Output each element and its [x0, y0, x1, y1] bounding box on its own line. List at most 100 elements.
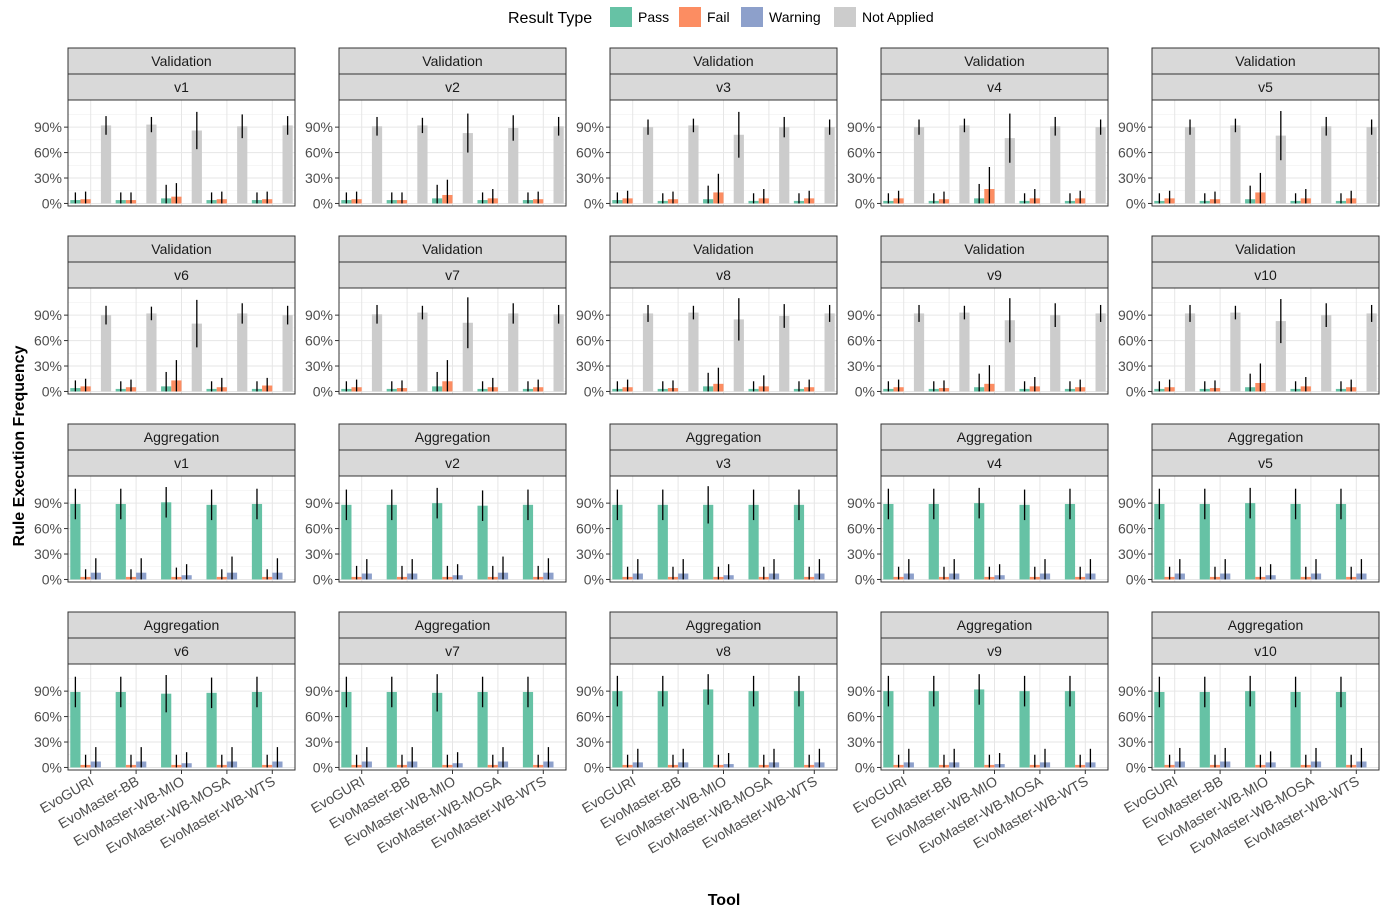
bar — [974, 689, 985, 768]
y-tick-label: 60% — [576, 145, 604, 161]
bar — [779, 127, 790, 204]
facet-panel: Validation v1 0% 30% 60% 90% — [34, 47, 296, 211]
facet-strip-row — [609, 611, 838, 639]
bar — [417, 125, 428, 204]
bar — [748, 504, 759, 580]
y-tick-label: 30% — [576, 358, 604, 374]
facet-panel: Validation v9 0% 30% 60% 90% — [847, 235, 1109, 399]
facet-strip-col-label: v4 — [987, 455, 1002, 471]
bar — [642, 127, 654, 204]
y-tick-label: 30% — [576, 546, 604, 562]
bar — [146, 124, 157, 204]
bar — [1050, 315, 1061, 392]
facet-strip-row — [67, 47, 296, 75]
y-tick-label: 0% — [1126, 571, 1146, 587]
legend-label-warning: Warning — [769, 9, 821, 25]
bar — [1154, 503, 1165, 580]
y-tick-label: 90% — [1118, 495, 1146, 511]
legend-swatch-not-applied — [834, 7, 856, 27]
bar — [100, 315, 112, 392]
bar — [432, 503, 443, 580]
y-tick-label: 60% — [1118, 145, 1146, 161]
facet-strip-col — [67, 449, 296, 477]
panel-border — [338, 475, 567, 583]
bar — [1004, 320, 1015, 392]
y-tick-label: 30% — [1118, 734, 1146, 750]
bar — [115, 691, 126, 768]
bar — [553, 314, 564, 392]
y-tick-label: 60% — [1118, 709, 1146, 725]
y-tick-label: 90% — [34, 495, 62, 511]
facet-strip-row-label: Validation — [964, 241, 1024, 257]
y-tick-label: 0% — [584, 195, 604, 211]
facet-strip-col — [67, 73, 296, 101]
bar — [1321, 315, 1332, 392]
facet-strip-row-label: Validation — [1235, 241, 1295, 257]
bar — [462, 133, 473, 204]
bar — [1366, 127, 1377, 204]
facet-strip-col — [1151, 261, 1380, 289]
y-tick-label: 60% — [305, 521, 333, 537]
facet-strip-row — [609, 47, 838, 75]
legend-swatch-pass — [610, 7, 632, 27]
facet-strip-row-label: Validation — [151, 241, 211, 257]
bar — [1019, 504, 1030, 580]
bar — [793, 504, 805, 580]
facet-strip-row — [338, 235, 567, 263]
facet-strip-row — [609, 423, 838, 451]
bar — [703, 504, 714, 580]
y-tick-label: 90% — [847, 495, 875, 511]
facet-strip-row — [338, 423, 567, 451]
bar — [1004, 138, 1015, 204]
y-tick-label: 0% — [42, 383, 62, 399]
facet-strip-col-label: v9 — [987, 267, 1002, 283]
y-tick-label: 0% — [855, 571, 875, 587]
facet-strip-row — [1151, 47, 1380, 75]
facet-strip-col-label: v5 — [1258, 79, 1273, 95]
bar — [282, 315, 293, 392]
bar — [191, 130, 202, 204]
y-tick-label: 0% — [584, 383, 604, 399]
facet-strip-col-label: v3 — [716, 79, 731, 95]
bar — [733, 134, 744, 204]
facet-strip-col-label: v2 — [445, 455, 460, 471]
y-tick-label: 60% — [847, 521, 875, 537]
bar — [703, 689, 714, 768]
facet-strip-row-label: Validation — [422, 241, 482, 257]
bar — [1199, 691, 1210, 768]
bar — [913, 127, 925, 204]
y-tick-label: 60% — [34, 145, 62, 161]
bar — [522, 504, 534, 580]
bar — [824, 313, 835, 392]
facet-strip-col-label: v7 — [445, 643, 460, 659]
bar — [70, 503, 81, 580]
bar — [386, 691, 397, 768]
panel-border — [1151, 475, 1380, 583]
y-tick-label: 90% — [305, 119, 333, 135]
y-tick-label: 60% — [305, 709, 333, 725]
bar — [1230, 125, 1241, 204]
y-tick-label: 0% — [855, 195, 875, 211]
bar — [959, 312, 970, 392]
y-tick-label: 30% — [576, 734, 604, 750]
facet-strip-row-label: Aggregation — [415, 617, 491, 633]
facet-strip-col — [880, 449, 1109, 477]
y-tick-label: 0% — [313, 759, 333, 775]
facet-strip-row-label: Aggregation — [1228, 429, 1304, 445]
facet-panel: Aggregation v3 0% 30% 60% 90% — [576, 423, 838, 587]
y-tick-label: 60% — [34, 709, 62, 725]
y-tick-label: 90% — [1118, 307, 1146, 323]
bar — [733, 319, 744, 392]
bar — [386, 504, 397, 580]
y-tick-label: 30% — [34, 734, 62, 750]
y-tick-label: 90% — [34, 119, 62, 135]
facet-panels: Validation v1 0% 30% 60% 90% Validation v2 0% 30%… — [34, 47, 1380, 857]
facet-strip-row — [1151, 423, 1380, 451]
y-tick-label: 90% — [1118, 683, 1146, 699]
facet-strip-col-label: v8 — [716, 643, 731, 659]
facet-strip-row-label: Validation — [151, 53, 211, 69]
facet-panel: Aggregation v2 0% 30% 60% 90% — [305, 423, 567, 587]
x-axis-title: Tool — [708, 892, 741, 907]
bar — [928, 691, 939, 768]
